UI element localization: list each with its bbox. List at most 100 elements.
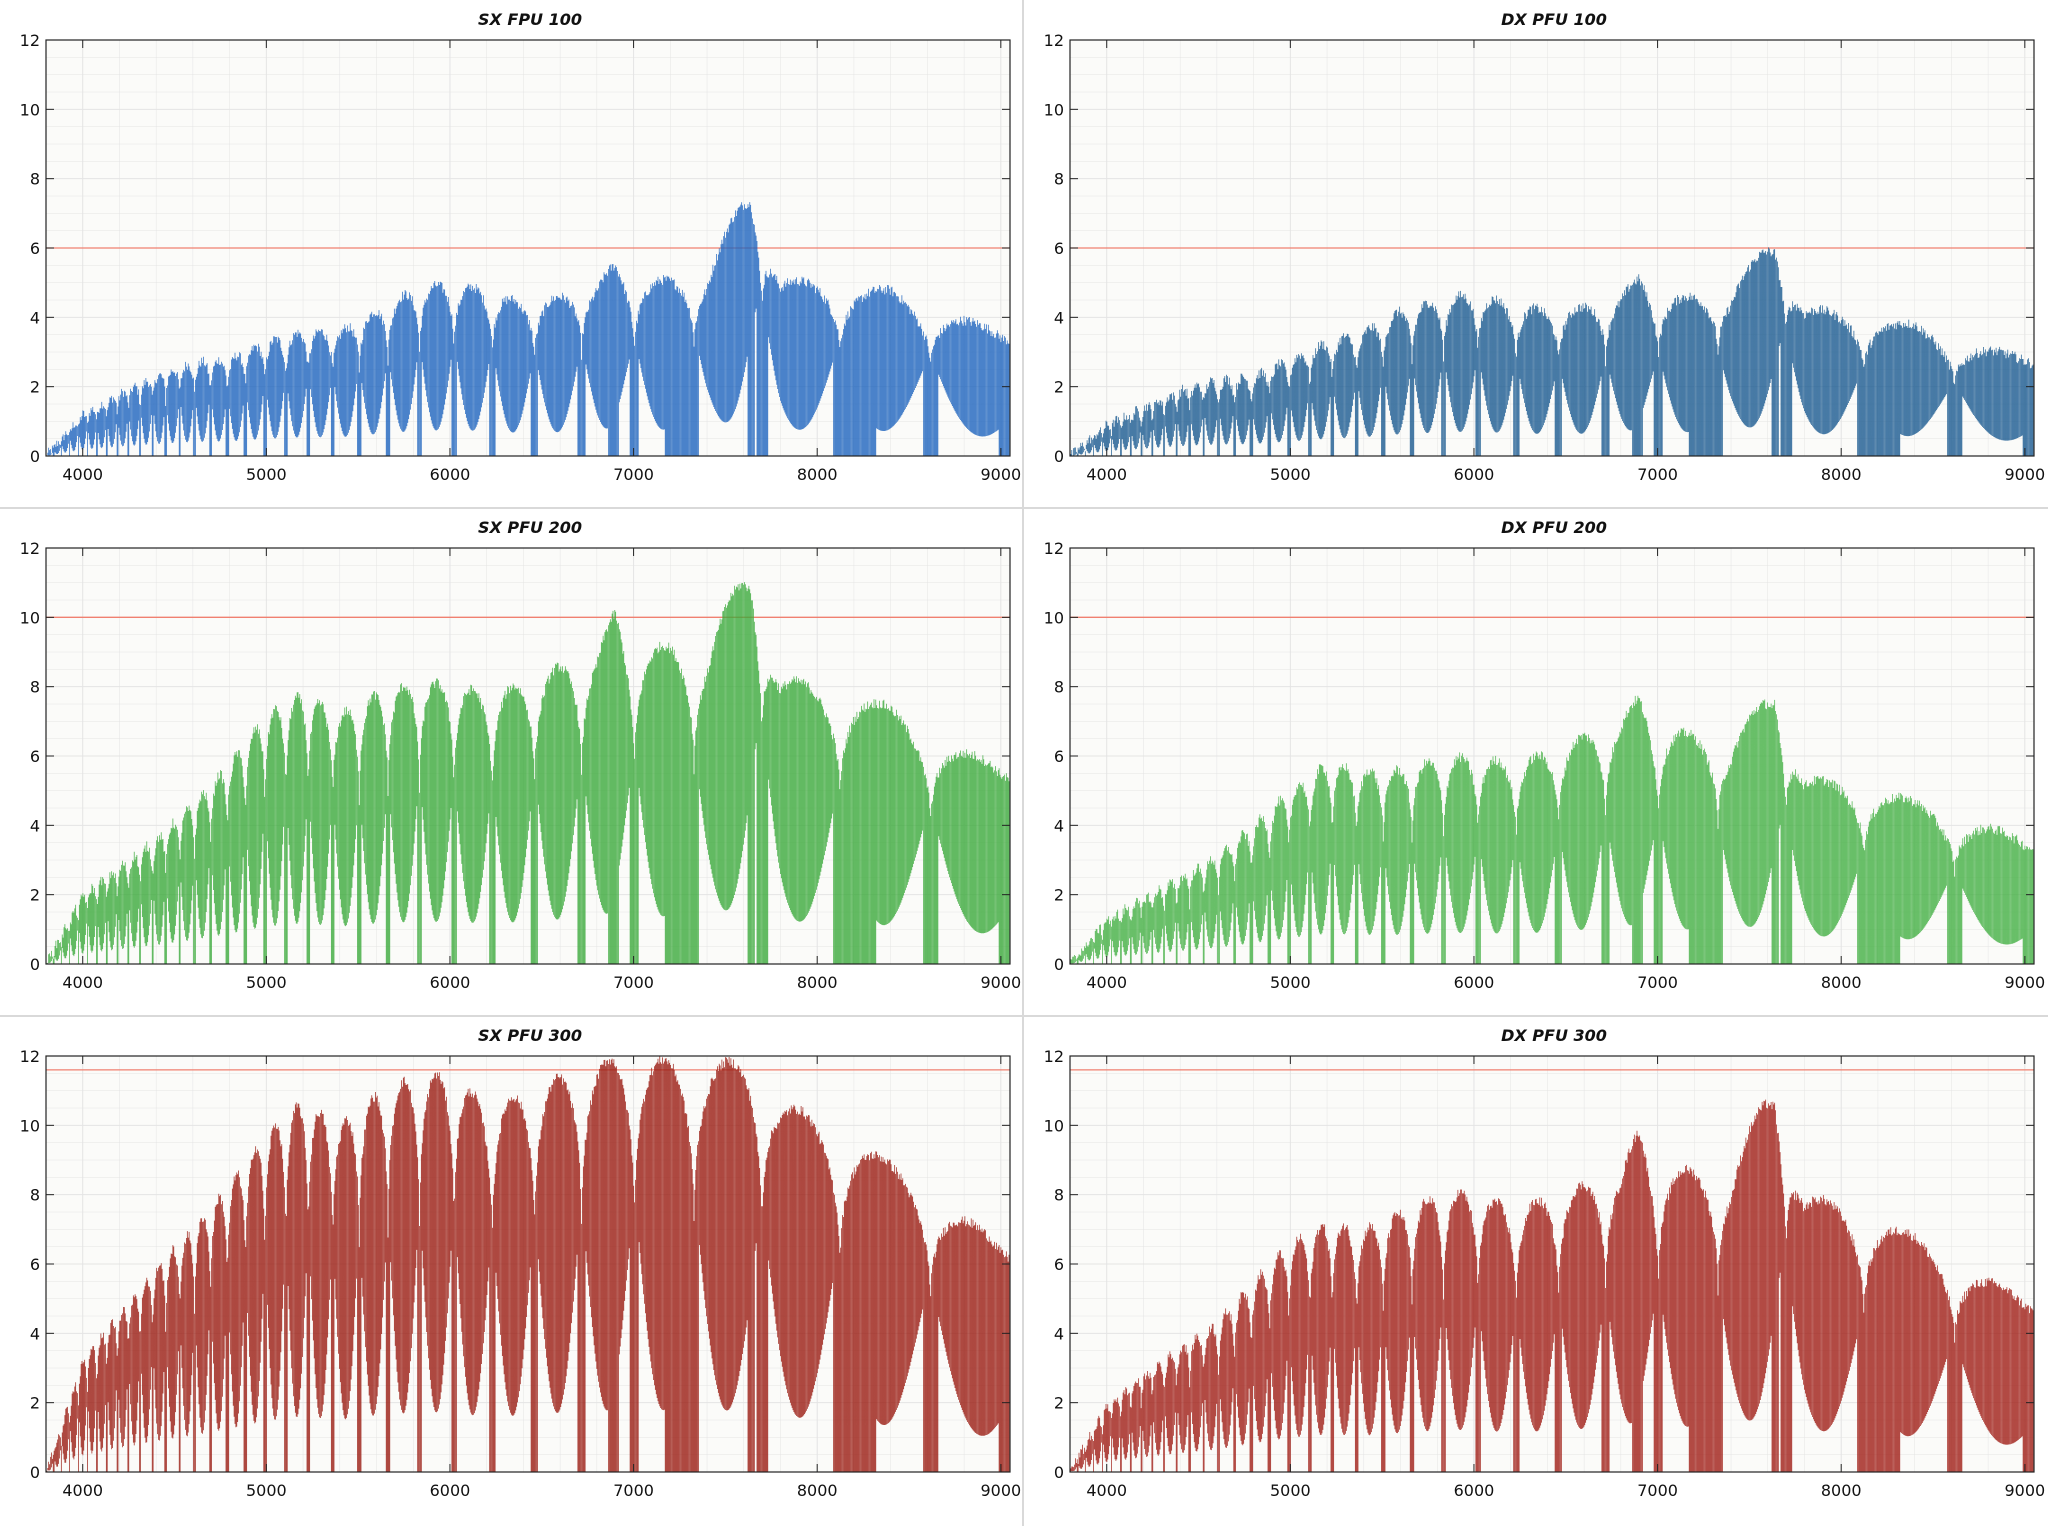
y-tick-label: 4 (30, 308, 40, 327)
y-tick-label: 8 (1054, 1186, 1064, 1205)
x-tick-label: 7000 (613, 1481, 654, 1500)
x-tick-label: 4000 (1086, 465, 1127, 484)
chart-title: SX PFU 200 (478, 518, 582, 537)
y-tick-label: 6 (1054, 239, 1064, 258)
y-tick-label: 10 (20, 100, 40, 119)
vertical-divider (1022, 0, 1024, 1526)
y-tick-label: 6 (1054, 1255, 1064, 1274)
chart-panel-dx-pfu-300: DX PFU 300 0 2 4 6 8 10 12 4000 5000 6000 7000 8000… (1024, 1016, 2048, 1524)
chart-svg-dx-pfu-200: DX PFU 200 0 2 4 6 8 10 12 4000 5000 6000 7000 8000… (1044, 518, 2046, 992)
y-tick-label: 0 (1054, 955, 1064, 974)
x-tick-label: 6000 (1454, 1481, 1495, 1500)
x-tick-label: 6000 (430, 1481, 471, 1500)
x-tick-label: 8000 (797, 973, 838, 992)
chart-title: DX PFU 100 (1501, 10, 1607, 29)
y-tick-label: 10 (1044, 100, 1064, 119)
data-scatter-marks (1070, 695, 2035, 964)
y-tick-label: 2 (1054, 1394, 1064, 1413)
x-tick-label: 7000 (1637, 973, 1678, 992)
x-tick-label: 9000 (2004, 1481, 2045, 1500)
chart-svg-sx-pfu-300: SX PFU 300 0 2 4 6 8 10 12 4000 5000 6000 7000 8000… (20, 1026, 1022, 1500)
x-tick-label: 5000 (1270, 465, 1311, 484)
horizontal-divider (0, 507, 2048, 509)
x-tick-label: 5000 (1270, 1481, 1311, 1500)
y-tick-label: 0 (1054, 1463, 1064, 1482)
data-scatter-marks (1070, 247, 2035, 456)
data-scatter-marks (46, 582, 1011, 964)
x-tick-label: 5000 (246, 1481, 287, 1500)
x-tick-label: 5000 (1270, 973, 1311, 992)
data-series (1070, 247, 2035, 456)
y-tick-label: 8 (30, 170, 40, 189)
x-tick-label: 8000 (797, 1481, 838, 1500)
x-tick-label: 6000 (430, 973, 471, 992)
x-tick-label: 8000 (1821, 465, 1862, 484)
y-tick-label: 12 (20, 539, 40, 558)
horizontal-divider (0, 1015, 2048, 1017)
data-series (46, 582, 1011, 964)
chart-title: DX PFU 300 (1501, 1026, 1607, 1045)
x-tick-label: 8000 (1821, 973, 1862, 992)
data-series (1070, 695, 2035, 964)
x-tick-label: 4000 (62, 1481, 103, 1500)
y-tick-label: 2 (30, 1394, 40, 1413)
y-tick-label: 0 (30, 955, 40, 974)
chart-panel-dx-pfu-100: DX PFU 100 0 2 4 6 8 10 12 4000 5000 6000 7000 8000… (1024, 0, 2048, 508)
y-tick-label: 4 (1054, 308, 1064, 327)
x-tick-label: 9000 (2004, 465, 2045, 484)
y-tick-label: 4 (1054, 816, 1064, 835)
x-tick-label: 6000 (1454, 973, 1495, 992)
x-tick-label: 9000 (980, 1481, 1021, 1500)
x-tick-label: 7000 (613, 465, 654, 484)
y-tick-label: 4 (30, 816, 40, 835)
x-tick-label: 4000 (62, 465, 103, 484)
chart-svg-dx-pfu-100: DX PFU 100 0 2 4 6 8 10 12 4000 5000 6000 7000 8000… (1044, 10, 2046, 484)
y-tick-label: 0 (30, 1463, 40, 1482)
chart-svg-dx-pfu-300: DX PFU 300 0 2 4 6 8 10 12 4000 5000 6000 7000 8000… (1044, 1026, 2046, 1500)
chart-title: SX FPU 100 (478, 10, 582, 29)
y-tick-label: 8 (1054, 678, 1064, 697)
y-tick-label: 12 (1044, 1047, 1064, 1066)
chart-panel-sx-pfu-300: SX PFU 300 0 2 4 6 8 10 12 4000 5000 6000 7000 8000… (0, 1016, 1024, 1524)
x-tick-label: 8000 (797, 465, 838, 484)
y-tick-label: 0 (30, 447, 40, 466)
y-tick-label: 2 (1054, 886, 1064, 905)
chart-panel-sx-pfu-200: SX PFU 200 0 2 4 6 8 10 12 4000 5000 6000 7000 8000… (0, 508, 1024, 1016)
x-tick-label: 9000 (980, 973, 1021, 992)
y-tick-label: 12 (20, 31, 40, 50)
x-tick-label: 7000 (1637, 465, 1678, 484)
y-tick-label: 2 (30, 378, 40, 397)
chart-svg-sx-fpu-100: SX FPU 100 0 2 4 6 8 10 12 4000 5000 6000 7000 8000… (20, 10, 1022, 484)
y-tick-label: 10 (20, 608, 40, 627)
y-tick-label: 10 (1044, 1116, 1064, 1135)
y-tick-label: 12 (1044, 31, 1064, 50)
y-tick-label: 8 (1054, 170, 1064, 189)
x-tick-label: 8000 (1821, 1481, 1862, 1500)
y-tick-label: 0 (1054, 447, 1064, 466)
x-tick-label: 6000 (1454, 465, 1495, 484)
chart-svg-sx-pfu-200: SX PFU 200 0 2 4 6 8 10 12 4000 5000 6000 7000 8000… (20, 518, 1022, 992)
x-tick-label: 9000 (980, 465, 1021, 484)
y-tick-label: 2 (1054, 378, 1064, 397)
y-tick-label: 4 (1054, 1324, 1064, 1343)
data-series (1070, 1099, 2035, 1472)
y-tick-label: 8 (30, 1186, 40, 1205)
chart-title: SX PFU 300 (478, 1026, 582, 1045)
y-tick-label: 12 (20, 1047, 40, 1066)
x-tick-label: 6000 (430, 465, 471, 484)
x-tick-label: 7000 (613, 973, 654, 992)
y-tick-label: 6 (30, 239, 40, 258)
x-tick-label: 5000 (246, 465, 287, 484)
y-tick-label: 12 (1044, 539, 1064, 558)
x-tick-label: 4000 (1086, 1481, 1127, 1500)
y-tick-label: 6 (1054, 747, 1064, 766)
x-tick-label: 7000 (1637, 1481, 1678, 1500)
y-tick-label: 4 (30, 1324, 40, 1343)
y-tick-label: 10 (1044, 608, 1064, 627)
chart-panel-dx-pfu-200: DX PFU 200 0 2 4 6 8 10 12 4000 5000 6000 7000 8000… (1024, 508, 2048, 1016)
x-tick-label: 9000 (2004, 973, 2045, 992)
y-tick-label: 10 (20, 1116, 40, 1135)
x-tick-label: 4000 (62, 973, 103, 992)
x-tick-label: 4000 (1086, 973, 1127, 992)
data-scatter-marks (1070, 1099, 2035, 1472)
